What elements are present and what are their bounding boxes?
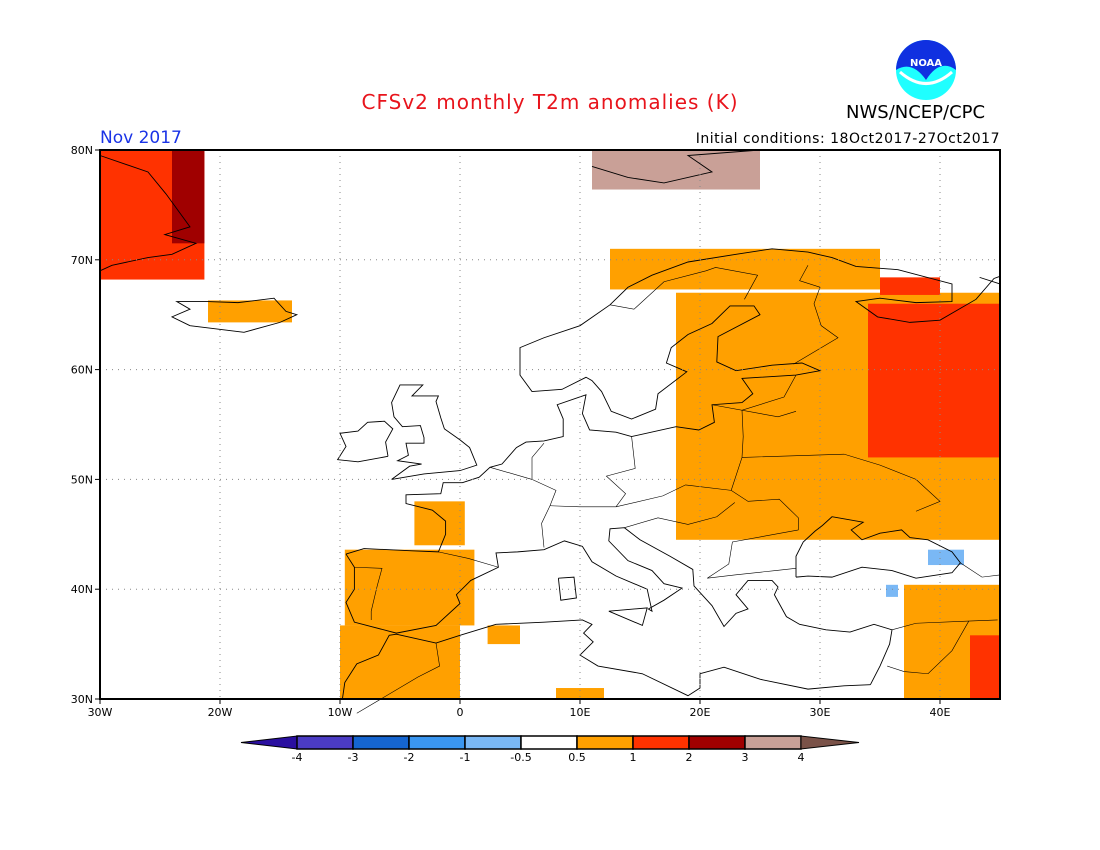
country-border-4 bbox=[730, 374, 797, 491]
anomaly-cell-iceland bbox=[208, 300, 292, 323]
colorbar-tick-label: 0.5 bbox=[568, 751, 586, 764]
colorbar-under-triangle bbox=[240, 735, 298, 750]
coastline-7 bbox=[608, 607, 648, 627]
colorbar-tick-label: -4 bbox=[292, 751, 303, 764]
y-tick-label: 60N bbox=[71, 364, 93, 377]
colorbar-swatch bbox=[520, 735, 578, 750]
map-grid bbox=[100, 150, 1000, 699]
logo-text: NOAA bbox=[910, 58, 942, 69]
figure-title: CFSv2 monthly T2m anomalies (K) bbox=[361, 90, 739, 114]
coastline-8 bbox=[795, 516, 961, 579]
country-border-9 bbox=[793, 265, 839, 365]
colorbar-swatch bbox=[688, 735, 746, 750]
colorbar-swatch bbox=[576, 735, 634, 750]
coastline-3 bbox=[336, 420, 394, 463]
colorbar-swatch bbox=[744, 735, 802, 750]
colorbar-swatch bbox=[352, 735, 410, 750]
x-tick-label: 10E bbox=[570, 706, 591, 719]
logo-circle-blue bbox=[896, 40, 956, 80]
y-tick-label: 40N bbox=[71, 583, 93, 596]
anomaly-cell-iraq bbox=[970, 635, 1000, 699]
country-border-5 bbox=[711, 404, 797, 418]
country-border-12 bbox=[891, 619, 998, 631]
colorbar-tick-label: -0.5 bbox=[510, 751, 531, 764]
y-tick-label: 70N bbox=[71, 254, 93, 267]
x-tick-label: 0 bbox=[457, 706, 464, 719]
anomaly-cell-western-france bbox=[414, 501, 465, 546]
anomaly-cell-northern-scandinavia bbox=[610, 248, 880, 290]
anomaly-cell-tunisia bbox=[487, 625, 520, 645]
y-tick-label: 30N bbox=[71, 693, 93, 706]
country-border-10 bbox=[609, 267, 759, 310]
logo-seagull-icon bbox=[899, 70, 953, 85]
anomaly-cell-western-russia bbox=[868, 303, 1000, 458]
anomaly-cell-greenland-east bbox=[172, 150, 205, 244]
coastline-1 bbox=[345, 248, 1001, 555]
anomaly-cell-caucasus bbox=[928, 549, 964, 566]
anomaly-cell-anatolia-east bbox=[886, 584, 898, 597]
country-border-7 bbox=[707, 529, 799, 579]
initial-conditions: Initial conditions: 18Oct2017-27Oct2017 bbox=[695, 131, 1000, 147]
colorbar-tick-label: 4 bbox=[798, 751, 805, 764]
country-border-11 bbox=[960, 562, 1001, 578]
colorbar-tick-label: 1 bbox=[630, 751, 637, 764]
x-tick-label: 10W bbox=[328, 706, 353, 719]
x-tick-label: 20W bbox=[208, 706, 233, 719]
country-border-6 bbox=[741, 453, 941, 512]
colorbar-tick-label: -3 bbox=[348, 751, 359, 764]
y-tick-label: 80N bbox=[71, 144, 93, 157]
valid-month: Nov 2017 bbox=[100, 128, 182, 148]
country-border-15 bbox=[354, 566, 383, 620]
coastline-4 bbox=[170, 297, 299, 333]
coastline-11 bbox=[979, 276, 1001, 285]
country-border-16 bbox=[356, 642, 440, 714]
country-border-2 bbox=[549, 484, 799, 530]
anomaly-cell-iberia bbox=[344, 549, 475, 626]
coastline-6 bbox=[557, 576, 577, 601]
coastline-9 bbox=[99, 155, 198, 272]
coastline-0 bbox=[345, 527, 893, 685]
anomaly-cell-svalbard bbox=[592, 150, 760, 190]
coastline-5 bbox=[341, 619, 871, 700]
coastline-2 bbox=[391, 384, 478, 480]
map-frame bbox=[99, 149, 1001, 700]
x-tick-label: 40E bbox=[930, 706, 951, 719]
colorbar-swatch bbox=[464, 735, 522, 750]
x-tick-label: 30E bbox=[810, 706, 831, 719]
noaa-logo: NOAA bbox=[896, 40, 956, 100]
y-tick-label: 50N bbox=[71, 473, 93, 486]
colorbar-tick-label: 2 bbox=[686, 751, 693, 764]
organization-label: NWS/NCEP/CPC bbox=[846, 102, 986, 123]
colorbar-swatch bbox=[408, 735, 466, 750]
colorbar: -4 -3 -2 -1 -0.5 0.5 1 2 3 4 bbox=[240, 735, 860, 764]
colorbar-swatch bbox=[632, 735, 690, 750]
country-border-8 bbox=[624, 502, 735, 528]
anomaly-cell-libya bbox=[556, 688, 604, 699]
anomaly-cell-kola bbox=[880, 277, 940, 295]
country-border-13 bbox=[887, 620, 970, 675]
country-border-0 bbox=[489, 467, 557, 548]
colorbar-tick-label: -1 bbox=[460, 751, 471, 764]
country-border-1 bbox=[531, 442, 545, 480]
colorbar-swatch bbox=[296, 735, 354, 750]
colorbar-tick-label: 3 bbox=[742, 751, 749, 764]
x-tick-label: 30W bbox=[88, 706, 113, 719]
colorbar-tick-label: -2 bbox=[404, 751, 415, 764]
colorbar-over-triangle bbox=[800, 735, 860, 750]
country-border-3 bbox=[605, 436, 636, 508]
country-border-14 bbox=[438, 551, 499, 568]
x-tick-label: 20E bbox=[690, 706, 711, 719]
coastline-10 bbox=[591, 149, 761, 184]
